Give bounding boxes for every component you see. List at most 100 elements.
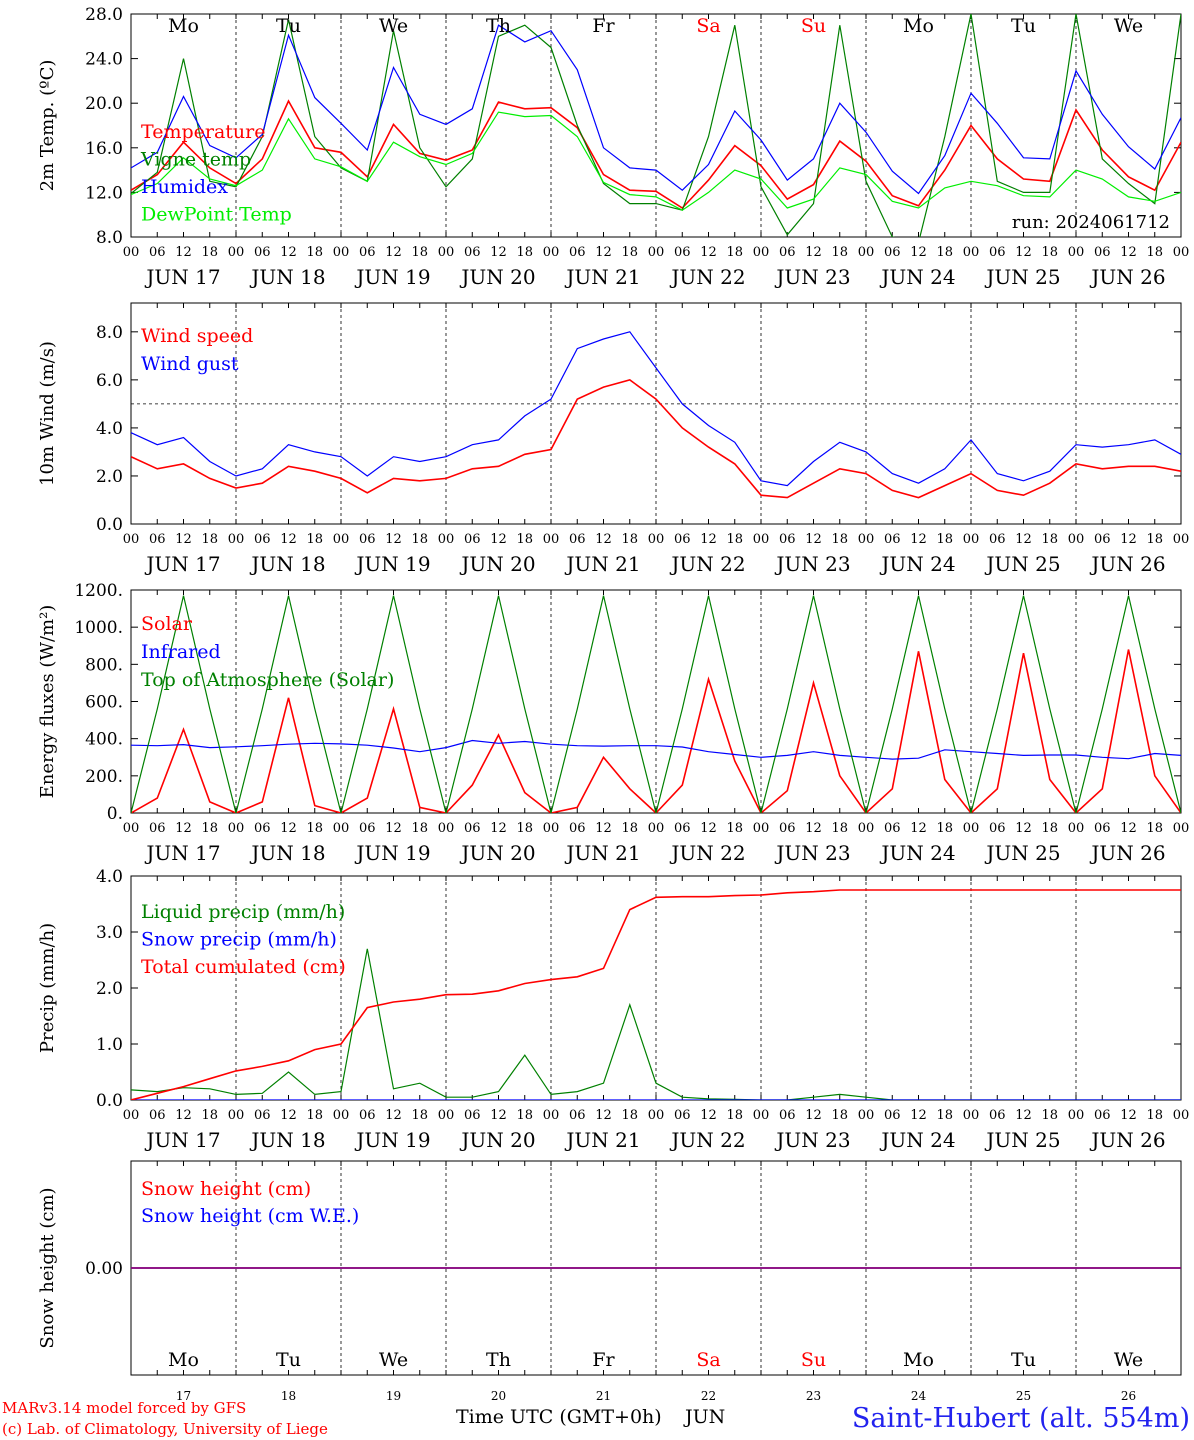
x-hour-label: 12 [490, 821, 507, 836]
x-day-label: JUN 18 [249, 1128, 325, 1152]
y-tick-label: 0.0 [96, 1091, 123, 1111]
x-hour-label: 18 [306, 821, 323, 836]
x-day-label: JUN 19 [354, 1128, 430, 1152]
x-hour-label: 12 [1120, 532, 1137, 547]
y-tick-label: 600. [85, 693, 123, 713]
x-hour-label: 00 [648, 821, 665, 836]
x-hour-label: 18 [726, 245, 743, 260]
x-hour-label: 18 [516, 821, 533, 836]
x-hour-label: 18 [831, 532, 848, 547]
x-hour-label: 06 [569, 821, 586, 836]
x-hour-label: 18 [1041, 821, 1058, 836]
x-hour-label: 06 [254, 245, 271, 260]
x-hour-label: 00 [123, 245, 140, 260]
x-hour-label: 12 [1015, 532, 1032, 547]
x-hour-label: 06 [1094, 821, 1111, 836]
x-day-label: JUN 22 [669, 841, 745, 865]
legend-entry: Wind speed [141, 325, 253, 347]
series-line-temperature [131, 99, 1181, 210]
x-hour-label: 00 [963, 1108, 980, 1123]
x-day-label: JUN 17 [144, 841, 220, 865]
x-day-label: JUN 19 [354, 552, 430, 576]
x-hour-label: 00 [1068, 532, 1085, 547]
series-line-vigne-temp [131, 14, 1181, 237]
y-tick-label: 1000. [74, 618, 123, 638]
y-axis-label: Snow height (cm) [37, 1187, 58, 1348]
x-day-label: JUN 17 [144, 552, 220, 576]
weekday-label: Mo [168, 15, 199, 37]
footer-credit-line: (c) Lab. of Climatology, University of L… [2, 1420, 328, 1438]
y-tick-label: 28.0 [85, 5, 123, 25]
x-hour-label: 06 [359, 1108, 376, 1123]
day-number-label: 24 [911, 1389, 927, 1403]
x-hour-label: 18 [621, 245, 638, 260]
x-hour-label: 18 [306, 1108, 323, 1123]
weekday-label: Th [486, 15, 511, 37]
x-hour-label: 12 [175, 821, 192, 836]
x-hour-label: 18 [726, 532, 743, 547]
x-hour-label: 00 [333, 532, 350, 547]
x-hour-label: 12 [175, 532, 192, 547]
x-hour-label: 18 [1041, 245, 1058, 260]
x-hour-label: 18 [621, 1108, 638, 1123]
x-hour-label: 00 [1173, 821, 1190, 836]
x-hour-label: 06 [1094, 1108, 1111, 1123]
x-hour-label: 18 [1146, 1108, 1163, 1123]
weekday-label: Mo [168, 1349, 199, 1371]
x-hour-label: 00 [1173, 1108, 1190, 1123]
x-hour-label: 00 [858, 532, 875, 547]
legend-entry: Snow height (cm W.E.) [141, 1205, 359, 1227]
legend-entry: Total cumulated (cm) [141, 956, 346, 978]
x-hour-label: 12 [280, 245, 297, 260]
x-hour-label: 06 [254, 532, 271, 547]
x-day-label: JUN 18 [249, 265, 325, 289]
weekday-label: Mo [903, 15, 934, 37]
x-hour-label: 00 [753, 1108, 770, 1123]
x-hour-label: 12 [910, 532, 927, 547]
x-hour-label: 00 [963, 245, 980, 260]
x-hour-label: 18 [1041, 1108, 1058, 1123]
weekday-label: Tu [276, 15, 301, 37]
series-line-infrared [131, 739, 1181, 760]
x-hour-label: 00 [228, 821, 245, 836]
x-hour-label: 06 [779, 532, 796, 547]
x-hour-label: 06 [884, 821, 901, 836]
y-tick-label: 0.00 [85, 1259, 123, 1279]
x-hour-label: 06 [1094, 532, 1111, 547]
x-hour-label: 00 [438, 245, 455, 260]
x-day-label: JUN 20 [459, 265, 535, 289]
day-number-label: 18 [281, 1389, 296, 1403]
station-label: Saint-Hubert (alt. 554m) [852, 1403, 1190, 1434]
x-hour-label: 18 [1041, 532, 1058, 547]
x-day-label: JUN 25 [984, 265, 1060, 289]
y-tick-label: 24.0 [85, 50, 123, 70]
x-hour-label: 00 [753, 821, 770, 836]
x-hour-label: 00 [1068, 821, 1085, 836]
x-hour-label: 06 [359, 532, 376, 547]
run-annotation: run: 2024061712 [1012, 212, 1170, 233]
x-hour-label: 18 [1146, 532, 1163, 547]
x-hour-label: 18 [411, 532, 428, 547]
panel-3: 0.0 1.0 2.0 3.0 4.0 Precip (mm/h) Liquid preci… [37, 867, 1189, 1152]
y-tick-label: 2.0 [96, 467, 123, 487]
x-day-label: JUN 20 [459, 552, 535, 576]
x-hour-label: 00 [123, 821, 140, 836]
y-axis-label: Energy fluxes (W/m²) [37, 605, 58, 799]
x-hour-label: 18 [411, 245, 428, 260]
panel-4: 0.00 Snow height (cm) Snow height (cm) Snow… [37, 1160, 1182, 1403]
x-hour-label: 12 [280, 532, 297, 547]
x-hour-label: 12 [805, 821, 822, 836]
x-hour-label: 12 [385, 821, 402, 836]
x-day-label: JUN 21 [564, 552, 640, 576]
series-line-humidex [131, 24, 1181, 195]
x-hour-label: 00 [648, 1108, 665, 1123]
x-hour-label: 18 [831, 1108, 848, 1123]
day-number-label: 22 [701, 1389, 716, 1403]
weekday-label: Su [801, 1349, 826, 1371]
x-hour-label: 12 [595, 821, 612, 836]
series-line-solar [131, 649, 1181, 813]
x-hour-label: 12 [1015, 1108, 1032, 1123]
legend-entry: Snow precip (mm/h) [141, 929, 337, 951]
x-hour-label: 18 [1146, 245, 1163, 260]
